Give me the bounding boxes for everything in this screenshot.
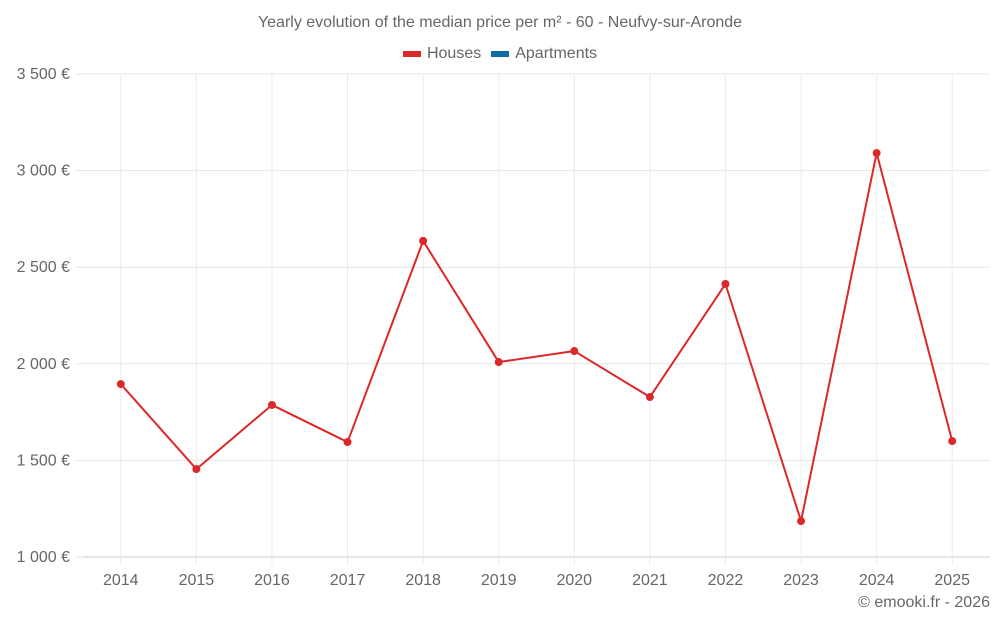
y-axis: 1 000 € 1 500 € 2 000 € 2 500 € 3 000 € 3 500… — [17, 66, 70, 566]
houses-swatch-icon — [402, 51, 421, 57]
data-point[interactable] — [192, 465, 201, 474]
data-point[interactable] — [343, 438, 352, 447]
x-tick-label: 2017 — [330, 572, 366, 589]
data-point[interactable] — [419, 236, 428, 245]
x-tick-label: 2020 — [556, 572, 592, 589]
x-tick-label: 2025 — [934, 572, 970, 589]
legend-label-houses: Houses — [426, 45, 482, 62]
chart-title: Yearly evolution of the median price per… — [257, 14, 743, 31]
copyright-text: © emooki.fr - 2026 — [858, 594, 990, 611]
x-tick-label: 2022 — [708, 572, 744, 589]
y-tick-label: 3 000 € — [17, 163, 70, 180]
data-point[interactable] — [797, 517, 806, 526]
data-point[interactable] — [494, 358, 503, 367]
y-tick-label: 1 500 € — [17, 452, 70, 469]
x-tick-label: 2015 — [179, 572, 215, 589]
x-tick-label: 2021 — [632, 572, 668, 589]
data-point[interactable] — [116, 380, 125, 389]
data-point[interactable] — [721, 280, 730, 289]
x-axis: 2014 2015 2016 2017 2018 2019 2020 2021 2022 2023… — [103, 572, 970, 589]
apartments-swatch-icon — [491, 51, 510, 57]
data-point[interactable] — [948, 437, 957, 446]
x-tick-label: 2018 — [405, 572, 441, 589]
y-tick-label: 2 000 € — [17, 356, 70, 373]
y-tick-label: 2 500 € — [17, 259, 70, 276]
x-tick-label: 2014 — [103, 572, 139, 589]
x-tick-label: 2016 — [254, 572, 290, 589]
data-point[interactable] — [872, 149, 881, 158]
houses-series — [116, 149, 957, 526]
data-point[interactable] — [267, 400, 276, 409]
chart-legend: Houses Apartments — [0, 45, 1000, 63]
x-tick-label: 2023 — [783, 572, 819, 589]
data-point[interactable] — [570, 347, 579, 356]
data-point[interactable] — [645, 393, 654, 402]
y-tick-label: 1 000 € — [17, 549, 70, 566]
x-tick-label: 2024 — [859, 572, 895, 589]
legend-item-apartments[interactable]: Apartments — [491, 45, 597, 63]
y-tick-label: 3 500 € — [17, 66, 70, 83]
legend-label-apartments: Apartments — [515, 45, 598, 62]
legend-item-houses[interactable]: Houses — [402, 45, 482, 63]
x-tick-label: 2019 — [481, 572, 517, 589]
grid-lines — [75, 73, 990, 565]
